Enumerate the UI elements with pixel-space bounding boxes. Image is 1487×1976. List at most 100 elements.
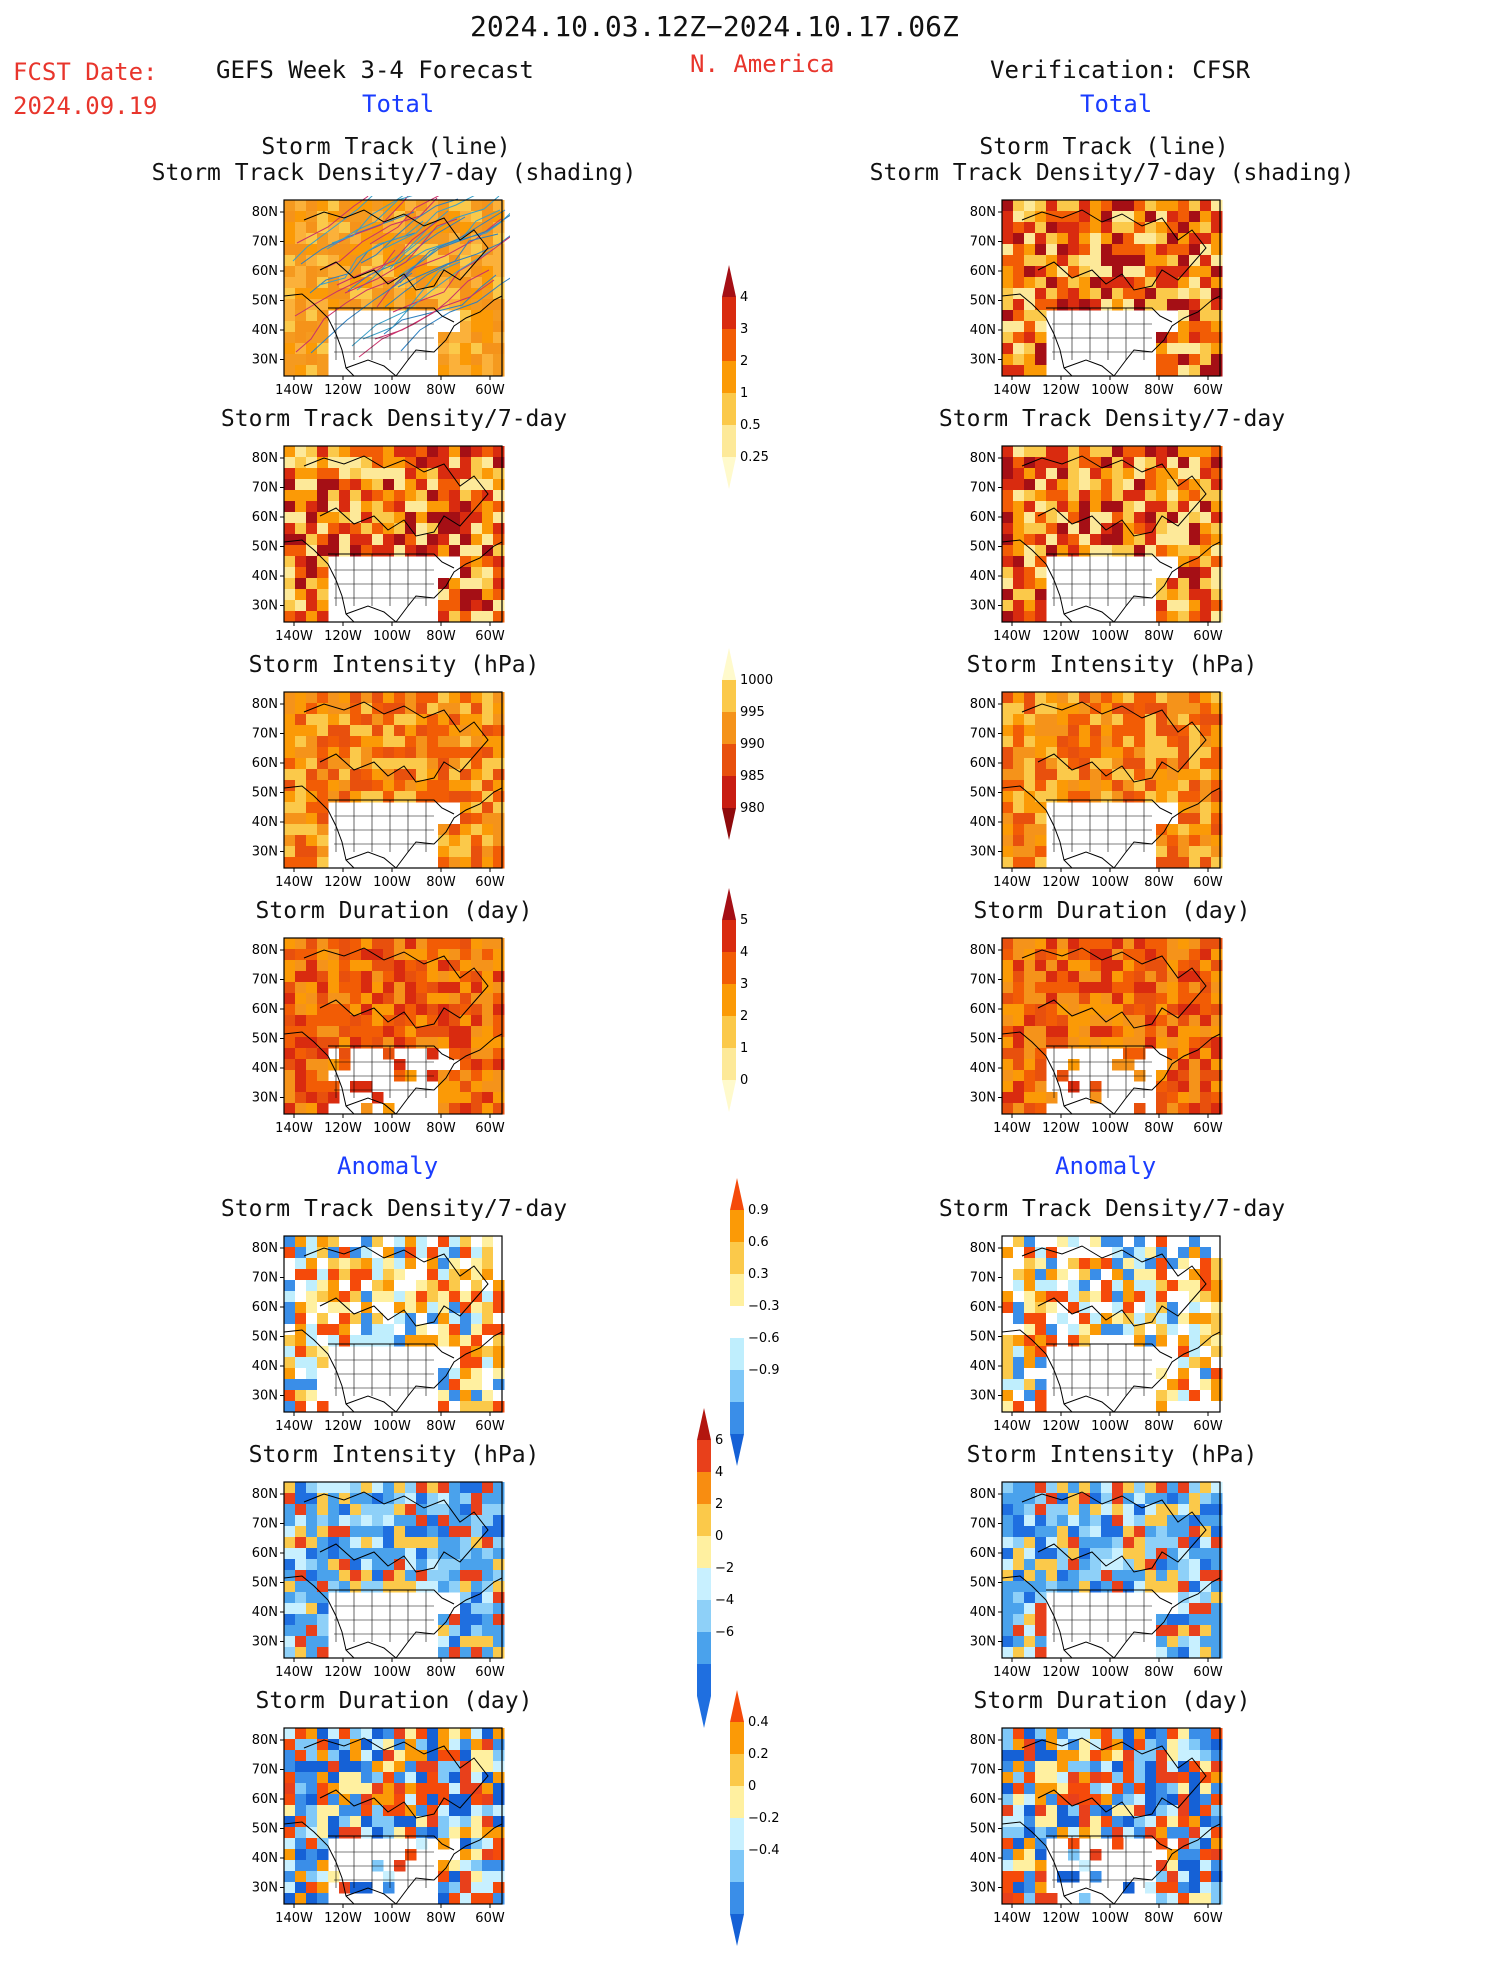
lon-tick-label: 140W bbox=[993, 1665, 1031, 1680]
colorbar-tick-label: −0.3 bbox=[748, 1299, 780, 1314]
lat-tick-label: 50N bbox=[970, 1032, 996, 1047]
panel-title-duration-right: Storm Duration (day) bbox=[973, 898, 1251, 924]
lat-tick-label: 50N bbox=[970, 1576, 996, 1591]
lon-tick-label: 120W bbox=[324, 1665, 362, 1680]
lat-tick-label: 40N bbox=[970, 815, 996, 830]
lon-tick-label: 140W bbox=[275, 1419, 313, 1434]
lat-tick-label: 40N bbox=[970, 1851, 996, 1866]
lat-tick-label: 60N bbox=[252, 1300, 278, 1315]
lat-tick-label: 50N bbox=[970, 294, 996, 309]
colorbar-tick-label: 4 bbox=[715, 1465, 723, 1480]
lon-tick-label: 80W bbox=[1144, 1911, 1174, 1926]
lon-tick-label: 120W bbox=[1042, 383, 1080, 398]
anomaly-right-label: Anomaly bbox=[1055, 1152, 1157, 1180]
map-duration-left: 80N 70N 60N 50N 40N 30N 140W 120W 100W 80W 60W bbox=[240, 934, 510, 1144]
lat-tick-label: 60N bbox=[970, 1002, 996, 1017]
colorbar-tick-label: 1000 bbox=[740, 673, 773, 688]
colorbar-tick-label: 2 bbox=[740, 1009, 748, 1024]
lat-tick-label: 80N bbox=[252, 1733, 278, 1748]
map-intensity-right: 80N 70N 60N 50N 40N 30N 140W 120W 100W 80W 60W bbox=[958, 688, 1228, 898]
left-column-title: GEFS Week 3-4 Forecast bbox=[216, 56, 534, 84]
lat-tick-label: 60N bbox=[252, 756, 278, 771]
lon-tick-label: 80W bbox=[426, 383, 456, 398]
colorbar-tick-label: 2 bbox=[715, 1497, 723, 1512]
map-anom-density-right: 80N 70N 60N 50N 40N 30N 140W 120W 100W 80W 60W bbox=[958, 1232, 1228, 1442]
lat-tick-label: 80N bbox=[970, 1487, 996, 1502]
colorbar-tick-label: 0 bbox=[740, 1073, 748, 1088]
lat-tick-label: 70N bbox=[252, 235, 278, 250]
lon-tick-label: 140W bbox=[993, 1911, 1031, 1926]
total-right-label: Total bbox=[1080, 90, 1153, 118]
lat-tick-label: 60N bbox=[970, 1300, 996, 1315]
lat-tick-label: 80N bbox=[970, 1241, 996, 1256]
lon-tick-label: 60W bbox=[475, 383, 505, 398]
lat-tick-label: 70N bbox=[252, 727, 278, 742]
panel-title-density-right: Storm Track Density/7-day bbox=[938, 406, 1286, 432]
lon-tick-label: 120W bbox=[324, 875, 362, 890]
lat-tick-label: 70N bbox=[970, 235, 996, 250]
panel-title-density-left: Storm Track Density/7-day bbox=[220, 406, 568, 432]
lon-tick-label: 140W bbox=[275, 1665, 313, 1680]
lat-tick-label: 70N bbox=[970, 1763, 996, 1778]
lon-tick-label: 80W bbox=[1144, 875, 1174, 890]
panel-title-anom-density-right: Storm Track Density/7-day bbox=[938, 1196, 1286, 1222]
lon-tick-label: 100W bbox=[1091, 1665, 1129, 1680]
map-density-right: 80N 70N 60N 50N 40N 30N 140W 120W 100W 80W 60W bbox=[958, 442, 1228, 652]
lon-tick-label: 80W bbox=[426, 1665, 456, 1680]
lon-tick-label: 140W bbox=[275, 1911, 313, 1926]
lat-tick-label: 30N bbox=[970, 1635, 996, 1650]
lon-tick-label: 80W bbox=[1144, 1121, 1174, 1136]
lat-tick-label: 50N bbox=[970, 786, 996, 801]
map-anom-duration-right: 80N 70N 60N 50N 40N 30N 140W 120W 100W 80W 60W bbox=[958, 1724, 1228, 1934]
colorbar-tick-label: −0.9 bbox=[748, 1363, 780, 1378]
lat-tick-label: 30N bbox=[252, 353, 278, 368]
colorbar-intensity: 1000 995 990 985 980 bbox=[722, 648, 802, 870]
lon-tick-label: 120W bbox=[1042, 1419, 1080, 1434]
lat-tick-label: 50N bbox=[970, 1822, 996, 1837]
lat-tick-label: 80N bbox=[252, 205, 278, 220]
lat-tick-label: 30N bbox=[970, 1389, 996, 1404]
lat-tick-label: 60N bbox=[970, 1546, 996, 1561]
lat-tick-label: 40N bbox=[970, 1061, 996, 1076]
colorbar-anom-intensity: 6 4 2 0 −2 −4 −6 bbox=[697, 1408, 777, 1758]
lat-tick-label: 30N bbox=[970, 599, 996, 614]
colorbar-tick-label: 3 bbox=[740, 977, 748, 992]
colorbar-density: 4 3 2 1 0.5 0.25 bbox=[722, 265, 802, 519]
lat-tick-label: 70N bbox=[252, 481, 278, 496]
panel-title-intensity-left: Storm Intensity (hPa) bbox=[248, 652, 540, 678]
lon-tick-label: 120W bbox=[1042, 629, 1080, 644]
lat-tick-label: 80N bbox=[970, 451, 996, 466]
lon-tick-label: 120W bbox=[324, 1419, 362, 1434]
lat-tick-label: 40N bbox=[970, 323, 996, 338]
lat-tick-label: 80N bbox=[252, 697, 278, 712]
lat-tick-label: 50N bbox=[252, 294, 278, 309]
lat-tick-label: 40N bbox=[252, 569, 278, 584]
fcst-date-value: 2024.09.19 bbox=[13, 92, 158, 120]
panel-title-anom-intensity-left: Storm Intensity (hPa) bbox=[248, 1442, 540, 1468]
colorbar-tick-label: −4 bbox=[715, 1593, 734, 1608]
lat-tick-label: 40N bbox=[970, 569, 996, 584]
colorbar-tick-label: −0.6 bbox=[748, 1331, 780, 1346]
lat-tick-label: 70N bbox=[970, 1517, 996, 1532]
panel-title-duration-left: Storm Duration (day) bbox=[255, 898, 533, 924]
lat-tick-label: 30N bbox=[252, 845, 278, 860]
lon-tick-label: 80W bbox=[426, 1419, 456, 1434]
panel-title-anom-density-left: Storm Track Density/7-day bbox=[220, 1196, 568, 1222]
colorbar-tick-label: 0.25 bbox=[740, 450, 769, 465]
total-left-label: Total bbox=[362, 90, 435, 118]
colorbar-tick-label: 985 bbox=[740, 769, 765, 784]
lon-tick-label: 120W bbox=[1042, 1665, 1080, 1680]
lon-tick-label: 100W bbox=[1091, 1419, 1129, 1434]
lon-tick-label: 60W bbox=[1193, 1911, 1223, 1926]
lon-tick-label: 100W bbox=[373, 1419, 411, 1434]
lat-tick-label: 30N bbox=[970, 353, 996, 368]
lon-tick-label: 100W bbox=[373, 1911, 411, 1926]
colorbar-tick-label: −0.2 bbox=[748, 1811, 780, 1826]
lat-tick-label: 50N bbox=[252, 1330, 278, 1345]
lon-tick-label: 80W bbox=[1144, 1665, 1174, 1680]
colorbar-tick-label: 1 bbox=[740, 386, 748, 401]
lat-tick-label: 30N bbox=[252, 599, 278, 614]
lon-tick-label: 120W bbox=[1042, 1121, 1080, 1136]
colorbar-tick-label: 4 bbox=[740, 945, 748, 960]
lon-tick-label: 140W bbox=[993, 1121, 1031, 1136]
